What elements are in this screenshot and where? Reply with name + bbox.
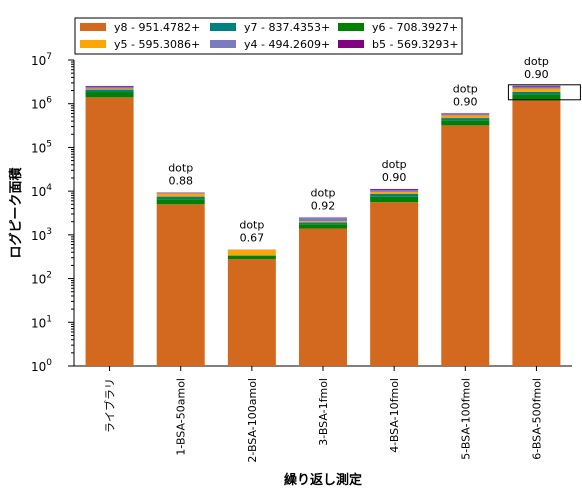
bar-segment-5-0[interactable]: [441, 125, 489, 366]
category-label-5: 5-BSA-100fmol: [459, 378, 472, 460]
dotp-value-4: 0.90: [453, 95, 478, 108]
legend-swatch-4: [210, 40, 236, 48]
bar-segment-6-0[interactable]: [512, 100, 560, 366]
dotp-label-1: dotp: [239, 218, 264, 231]
bar-segment-3-2[interactable]: [299, 222, 347, 224]
y-axis-title: ログピーク面積: [8, 167, 24, 259]
dotp-value-0: 0.88: [168, 174, 193, 187]
bar-segment-6-4[interactable]: [512, 87, 560, 89]
bar-segment-4-0[interactable]: [370, 202, 418, 366]
dotp-label-0: dotp: [168, 161, 193, 174]
legend-swatch-0: [80, 23, 106, 31]
dotp-value-1: 0.67: [240, 231, 265, 244]
legend-label-3: y5 - 595.3086+: [114, 38, 200, 51]
category-label-0: ライブラリ: [103, 378, 117, 433]
bar-segment-4-2[interactable]: [370, 194, 418, 197]
bar-segment-1-1[interactable]: [157, 199, 205, 204]
bar-segment-1-2[interactable]: [157, 197, 205, 200]
dotp-label-5: dotp: [524, 55, 549, 68]
bar-segment-4-5[interactable]: [370, 189, 418, 190]
bar-segment-0-3[interactable]: [86, 89, 134, 90]
bar-segment-6-5[interactable]: [512, 86, 560, 87]
bar-segment-4-1[interactable]: [370, 197, 418, 202]
dotp-value-2: 0.92: [311, 199, 336, 212]
legend-swatch-2: [338, 23, 364, 31]
category-label-4: 4-BSA-10fmol: [388, 378, 401, 453]
legend-swatch-5: [338, 40, 364, 48]
category-label-2: 2-BSA-100amol: [246, 378, 259, 463]
bar-segment-5-3[interactable]: [441, 115, 489, 118]
bar-segment-5-1[interactable]: [441, 121, 489, 126]
bar-segment-3-1[interactable]: [299, 224, 347, 228]
bar-segment-2-0[interactable]: [228, 259, 276, 366]
bar-segment-0-0[interactable]: [86, 97, 134, 366]
y-tick-label: 105: [31, 139, 52, 155]
bar-segment-2-1[interactable]: [228, 256, 276, 259]
bar-segment-5-4[interactable]: [441, 114, 489, 115]
category-label-6: 6-BSA-500fmol: [530, 378, 543, 460]
legend-label-1: y7 - 837.4353+: [244, 21, 330, 34]
dotp-value-3: 0.90: [382, 171, 407, 184]
bar-segment-6-3[interactable]: [512, 89, 560, 92]
dotp-value-5: 0.90: [524, 68, 549, 81]
y-tick-label: 104: [31, 183, 52, 199]
legend: y8 - 951.4782+ y7 - 837.4353+ y6 - 708.392…: [75, 18, 462, 54]
bar-segment-3-4[interactable]: [299, 218, 347, 221]
y-tick-label: 106: [31, 96, 52, 112]
y-tick-label: 101: [31, 314, 52, 330]
bar-segment-6-2[interactable]: [512, 92, 560, 94]
dotp-label-3: dotp: [382, 158, 407, 171]
x-axis-title: 繰り返し測定: [284, 472, 362, 488]
y-tick-label: 100: [31, 358, 52, 374]
y-tick-label: 107: [31, 52, 52, 68]
bar-segment-0-4[interactable]: [86, 87, 134, 89]
y-tick-label: 102: [31, 271, 52, 287]
dotp-label-2: dotp: [310, 186, 335, 199]
legend-label-5: b5 - 569.3293+: [372, 38, 459, 51]
bar-segment-4-4[interactable]: [370, 190, 418, 192]
bar-segment-3-3[interactable]: [299, 221, 347, 222]
legend-label-4: y4 - 494.2609+: [244, 38, 330, 51]
bar-segment-2-3[interactable]: [228, 250, 276, 256]
bar-segment-1-3[interactable]: [157, 194, 205, 197]
bar-segment-3-0[interactable]: [299, 228, 347, 366]
bar-segment-0-1[interactable]: [86, 92, 134, 97]
bar-segment-0-2[interactable]: [86, 90, 134, 92]
category-label-1: 1-BSA-50amol: [175, 378, 188, 456]
bar-segment-1-0[interactable]: [157, 204, 205, 366]
legend-swatch-3: [80, 40, 106, 48]
bar-segment-0-5[interactable]: [86, 86, 134, 87]
category-label-3: 3-BSA-1fmol: [317, 378, 330, 446]
legend-label-0: y8 - 951.4782+: [114, 21, 200, 34]
dotp-label-4: dotp: [453, 82, 478, 95]
bar-segment-1-4[interactable]: [157, 193, 205, 194]
bar-segment-4-3[interactable]: [370, 192, 418, 194]
legend-swatch-1: [210, 23, 236, 31]
bar-segment-5-5[interactable]: [441, 113, 489, 114]
bar-segment-5-2[interactable]: [441, 118, 489, 121]
legend-label-2: y6 - 708.3927+: [372, 21, 458, 34]
y-tick-label: 103: [31, 227, 52, 243]
bars[interactable]: [86, 85, 581, 366]
